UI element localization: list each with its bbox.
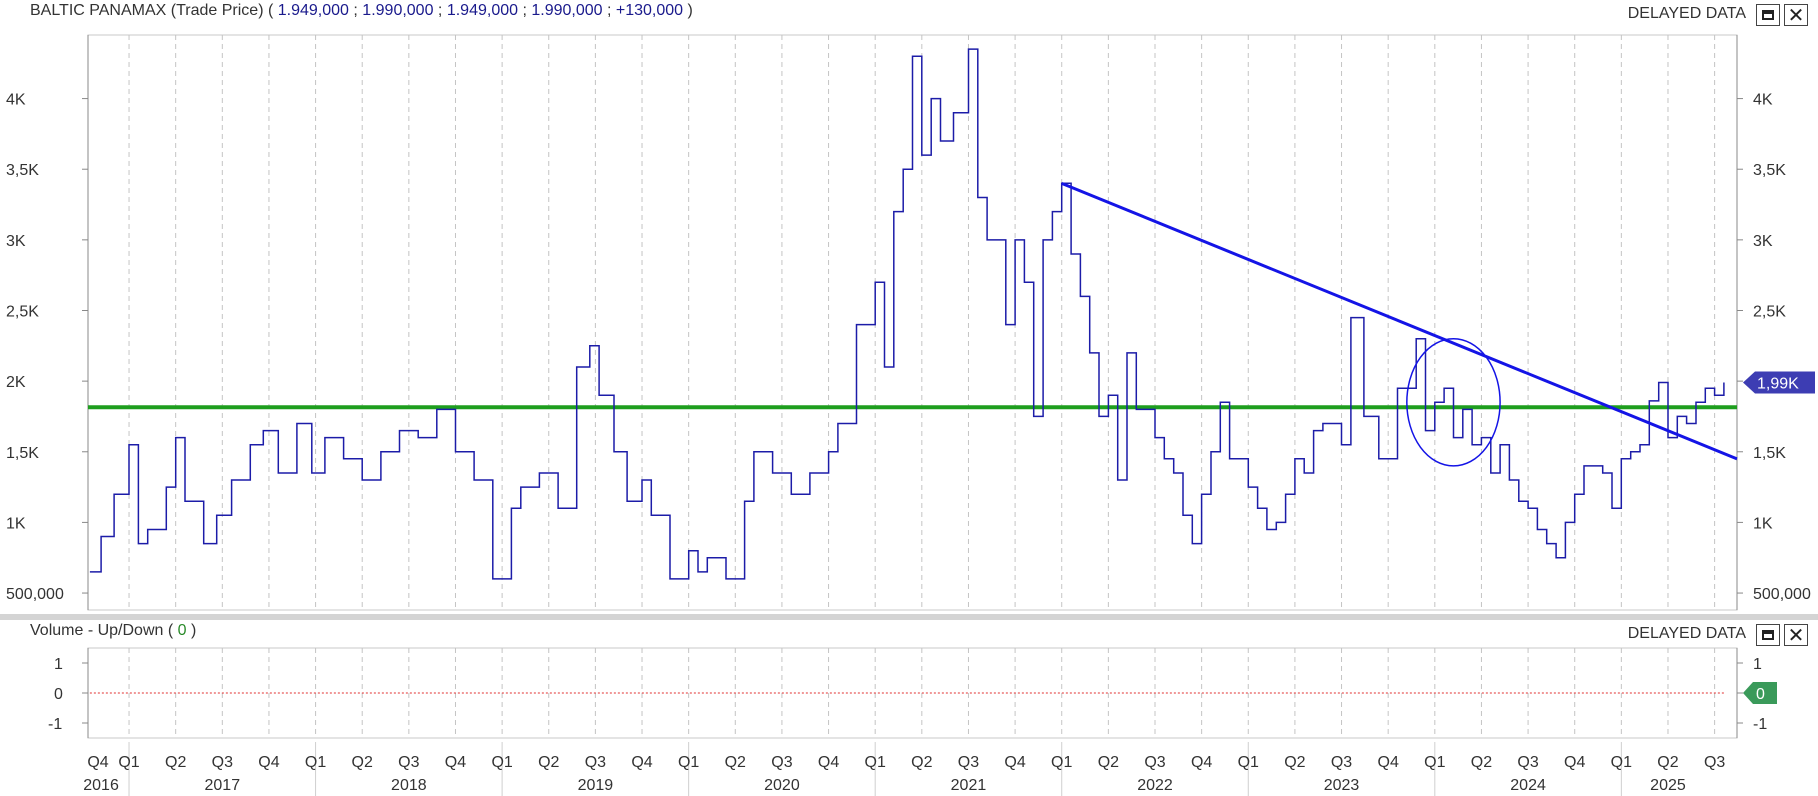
- last-price-badge-label: 1,99K: [1757, 376, 1799, 393]
- price-panel: BALTIC PANAMAX (Trade Price) ( 1.949,000…: [30, 2, 1808, 26]
- x-year-label: 2025: [1650, 777, 1686, 794]
- x-tick-label: Q2: [1657, 754, 1678, 771]
- delayed-data-label: DELAYED DATA: [1627, 5, 1746, 22]
- maximize-button[interactable]: [1756, 4, 1780, 26]
- x-tick-label: Q2: [1284, 754, 1305, 771]
- trendline: [1061, 181, 1738, 461]
- x-tick-label: Q3: [398, 754, 419, 771]
- x-tick-label: Q4: [1004, 754, 1025, 771]
- close-button[interactable]: ✕: [1784, 4, 1808, 26]
- volume-close-button[interactable]: ✕: [1784, 624, 1808, 646]
- x-tick-label: Q3: [585, 754, 606, 771]
- price-series-line: [89, 48, 1725, 580]
- ohlc-change: +130,000: [615, 2, 684, 19]
- price-title: BALTIC PANAMAX (Trade Price) ( 1.949,000…: [30, 2, 693, 19]
- y-tick-label-right: 2,5K: [1753, 303, 1786, 320]
- y-tick-label-left: 500,000: [6, 586, 64, 603]
- y-tick-label-right: 500,000: [1753, 586, 1811, 603]
- x-tick-label: Q1: [1051, 754, 1072, 771]
- maximize-icon: [1762, 10, 1774, 20]
- x-tick-label: Q3: [1331, 754, 1352, 771]
- y-tick-label-left: 3K: [6, 233, 26, 250]
- y-tick-label-left: 1,5K: [6, 445, 39, 462]
- panel-separator[interactable]: [0, 614, 1818, 620]
- ohlc-close: 1.990,000: [531, 2, 603, 19]
- x-tick-label: Q3: [212, 754, 233, 771]
- x-tick-label: Q3: [1517, 754, 1538, 771]
- volume-delayed-data-label: DELAYED DATA: [1627, 625, 1746, 642]
- volume-panel: Volume - Up/Down ( 0 ) DELAYED DATA ✕: [0, 620, 1818, 796]
- x-year-label: 2017: [205, 777, 241, 794]
- x-year-label: 2016: [83, 777, 119, 794]
- x-tick-label: Q4: [1378, 754, 1399, 771]
- x-tick-label: Q4: [87, 754, 108, 771]
- x-tick-label: Q1: [1611, 754, 1632, 771]
- volume-badge-label: 0: [1756, 686, 1765, 703]
- y-tick-label-right: 1K: [1753, 515, 1773, 532]
- volume-y-tick-label-left: 0: [54, 686, 63, 703]
- x-year-label: 2024: [1510, 777, 1546, 794]
- x-tick-label: Q1: [118, 754, 139, 771]
- volume-maximize-button[interactable]: [1756, 624, 1780, 646]
- volume-y-tick-label-left: 1: [54, 656, 63, 673]
- ohlc-high: 1.990,000: [362, 2, 434, 19]
- x-tick-label: Q2: [165, 754, 186, 771]
- y-tick-label-left: 2K: [6, 374, 26, 391]
- ohlc-low: 1.949,000: [446, 2, 519, 19]
- x-tick-label: Q4: [1564, 754, 1585, 771]
- x-tick-label: Q3: [1144, 754, 1165, 771]
- x-year-label: 2020: [764, 777, 800, 794]
- x-tick-label: Q2: [352, 754, 373, 771]
- y-tick-label-right: 3,5K: [1753, 162, 1786, 179]
- x-tick-label: Q1: [678, 754, 699, 771]
- x-tick-label: Q1: [1424, 754, 1445, 771]
- x-tick-label: Q3: [958, 754, 979, 771]
- x-tick-label: Q2: [538, 754, 559, 771]
- x-tick-label: Q2: [1098, 754, 1119, 771]
- y-tick-label-left: 3,5K: [6, 162, 39, 179]
- x-year-label: 2018: [391, 777, 427, 794]
- volume-y-tick-label-right: 1: [1753, 656, 1762, 673]
- y-tick-label-left: 4K: [6, 92, 26, 109]
- x-tick-label: Q4: [1191, 754, 1212, 771]
- circle-annotation: [1406, 337, 1501, 467]
- y-tick-label-left: 2,5K: [6, 303, 39, 320]
- x-tick-label: Q1: [1238, 754, 1259, 771]
- x-tick-label: Q2: [911, 754, 932, 771]
- x-tick-label: Q4: [631, 754, 652, 771]
- volume-badge: [1743, 682, 1777, 704]
- x-year-label: 2019: [578, 777, 614, 794]
- y-tick-label-right: 1,5K: [1753, 445, 1786, 462]
- x-tick-label: Q2: [725, 754, 746, 771]
- volume-y-tick-label-right: -1: [1753, 716, 1767, 733]
- volume-y-tick-label-left: -1: [48, 716, 62, 733]
- x-tick-label: Q4: [818, 754, 839, 771]
- close-icon: ✕: [1787, 3, 1805, 27]
- last-price-badge: [1743, 371, 1815, 394]
- y-tick-label-right: 3K: [1753, 233, 1773, 250]
- maximize-icon: [1762, 630, 1774, 640]
- volume-title: Volume - Up/Down ( 0 ): [30, 622, 197, 639]
- y-tick-label-right: 4K: [1753, 92, 1773, 109]
- x-tick-label: Q1: [305, 754, 326, 771]
- x-year-label: 2022: [1137, 777, 1173, 794]
- ohlc-open: 1.949,000: [277, 2, 349, 19]
- x-year-label: 2023: [1324, 777, 1360, 794]
- x-tick-label: Q3: [1704, 754, 1725, 771]
- volume-value: 0: [177, 622, 187, 639]
- x-tick-label: Q4: [258, 754, 279, 771]
- volume-title-label: Volume - Up/Down: [30, 622, 164, 639]
- close-icon: ✕: [1787, 623, 1805, 647]
- instrument-name: BALTIC PANAMAX (Trade Price): [30, 2, 264, 19]
- y-tick-label-left: 1K: [6, 515, 26, 532]
- x-tick-label: Q4: [445, 754, 466, 771]
- x-tick-label: Q2: [1471, 754, 1492, 771]
- x-tick-label: Q1: [491, 754, 512, 771]
- x-tick-label: Q3: [771, 754, 792, 771]
- x-year-label: 2021: [951, 777, 987, 794]
- x-tick-label: Q1: [865, 754, 886, 771]
